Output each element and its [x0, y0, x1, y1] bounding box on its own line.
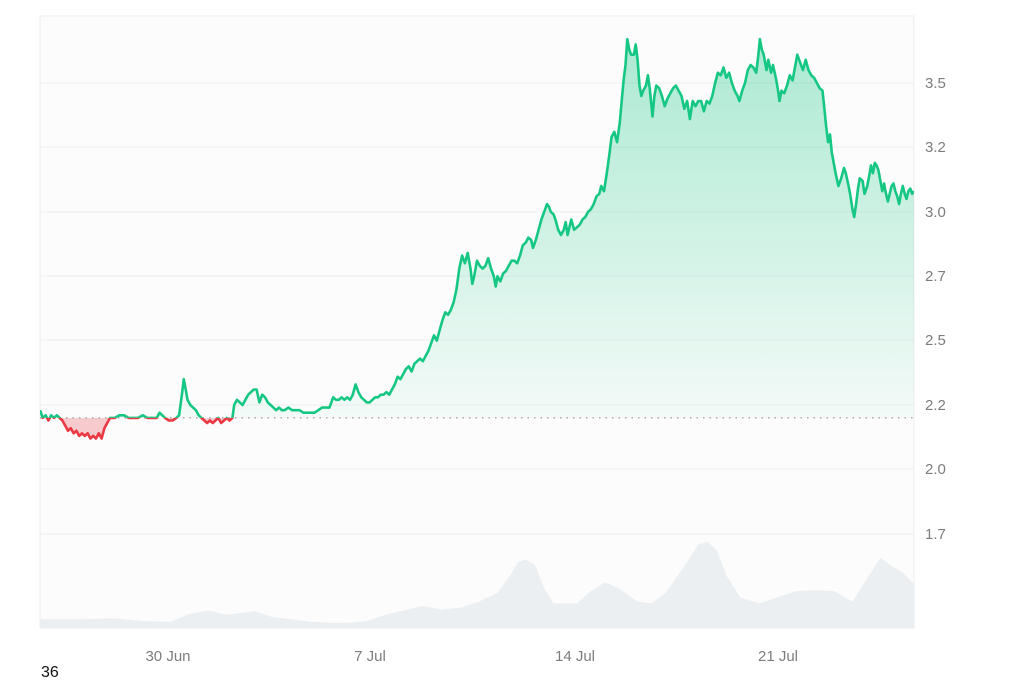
y-tick-label: 2.2: [925, 397, 946, 414]
x-axis-ticks: 30 Jun 7 Jul 14 Jul 21 Jul: [145, 648, 798, 665]
x-tick-label: 21 Jul: [758, 648, 798, 665]
volume-area: [40, 541, 914, 628]
y-tick-label: 3.5: [925, 75, 946, 92]
price-line-up: [40, 37, 914, 418]
y-tick-label: 2.5: [925, 332, 946, 349]
x-tick-label: 14 Jul: [555, 648, 595, 665]
price-area-down-fill: [42, 417, 233, 439]
y-tick-label: 1.7: [925, 526, 946, 543]
price-line-down: [41, 417, 234, 440]
y-tick-label: 2.7: [925, 268, 946, 285]
footer-label: 36: [41, 664, 59, 681]
price-area-up-fill: [40, 39, 914, 418]
x-tick-label: 30 Jun: [145, 648, 190, 665]
y-tick-label: 3.2: [925, 139, 946, 156]
y-tick-label: 3.0: [925, 204, 946, 221]
x-tick-label: 7 Jul: [354, 648, 386, 665]
y-tick-label: 2.0: [925, 461, 946, 478]
y-axis-ticks: 3.5 3.2 3.0 2.7 2.5 2.2 2.0 1.7: [925, 75, 946, 543]
